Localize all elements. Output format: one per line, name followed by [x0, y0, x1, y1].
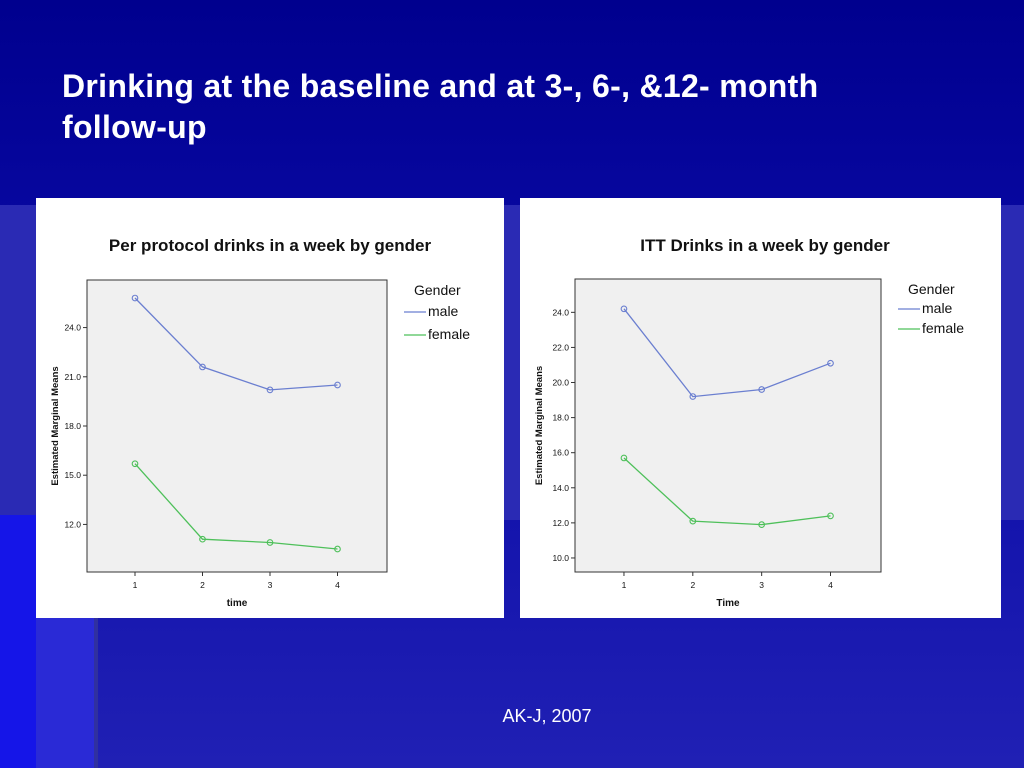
slide-left-accent [0, 515, 36, 768]
series-line-male [134, 297, 338, 391]
data-point-female [266, 539, 274, 546]
chart-itt: ITT Drinks in a week by gender10.012.014… [534, 236, 964, 609]
legend-title: Gender [414, 282, 461, 298]
x-tick-label: 1 [622, 580, 627, 590]
slide-title: Drinking at the baseline and at 3-, 6-, … [62, 66, 1002, 148]
x-axis-label: Time [716, 598, 740, 609]
y-tick-label: 21.0 [64, 372, 81, 382]
data-point-male [758, 386, 766, 393]
chart-panel-per-protocol: Per protocol drinks in a week by gender 1… [36, 198, 504, 618]
y-tick-label: 24.0 [552, 307, 569, 317]
y-tick-label: 20.0 [552, 378, 569, 388]
y-tick-label: 10.0 [552, 553, 569, 563]
series-line-female [623, 457, 831, 526]
data-point-male [266, 386, 274, 394]
x-tick-label: 2 [690, 580, 695, 590]
legend-label-female: female [428, 326, 470, 342]
y-tick-label: 12.0 [64, 519, 81, 529]
y-tick-label: 22.0 [552, 342, 569, 352]
data-point-male [827, 359, 834, 367]
data-point-female [827, 512, 834, 520]
data-point-male [334, 381, 341, 389]
slide-footer: AK-J, 2007 [502, 706, 592, 726]
chart-per-protocol: Per protocol drinks in a week by gender 1… [50, 236, 470, 609]
x-tick-label: 3 [268, 580, 273, 590]
x-tick-label: 1 [133, 580, 138, 590]
x-tick-label: 3 [759, 580, 764, 590]
chart-panel-itt: ITT Drinks in a week by gender 10.0 12.0 14… [520, 198, 1001, 618]
data-point-male [131, 294, 139, 302]
chart-title: ITT Drinks in a week by gender [640, 236, 890, 255]
data-point-male [689, 393, 697, 400]
series-line-female [134, 463, 338, 550]
slide-title-line-2: follow-up [62, 109, 207, 145]
slide-title-line-1: Drinking at the baseline and at 3-, 6-, … [62, 68, 819, 104]
data-point-female [199, 535, 206, 543]
y-tick-label: 12.0 [552, 518, 569, 528]
y-axis-label: Estimated Marginal Means [50, 366, 61, 485]
data-point-male [199, 363, 206, 371]
data-point-female [689, 517, 697, 525]
y-tick-label: 16.0 [552, 448, 569, 458]
y-tick-label: 18.0 [552, 413, 569, 423]
plot-area [86, 279, 388, 573]
data-point-female [758, 521, 766, 528]
legend-label-male: male [428, 303, 459, 319]
legend-label-male: male [922, 300, 953, 316]
y-axis-label: Estimated Marginal Means [534, 366, 545, 485]
x-tick-label: 4 [335, 580, 340, 590]
slide-left-accent-secondary [36, 617, 94, 768]
series-line-male [623, 308, 831, 398]
data-point-female [334, 545, 341, 553]
data-point-male [620, 305, 628, 313]
data-point-female [131, 460, 139, 468]
x-tick-label: 2 [200, 580, 205, 590]
x-tick-label: 4 [828, 580, 833, 590]
y-tick-label: 18.0 [64, 421, 81, 431]
legend-title: Gender [908, 281, 955, 297]
y-tick-label: 24.0 [64, 323, 81, 333]
x-axis-label: time [227, 598, 248, 609]
data-point-female [620, 454, 628, 462]
chart-title: Per protocol drinks in a week by gender [109, 236, 432, 255]
y-tick-label: 15.0 [64, 470, 81, 480]
plot-area [574, 278, 882, 573]
slide-divider [94, 617, 98, 768]
y-tick-label: 14.0 [552, 483, 569, 493]
legend-label-female: female [922, 320, 964, 336]
